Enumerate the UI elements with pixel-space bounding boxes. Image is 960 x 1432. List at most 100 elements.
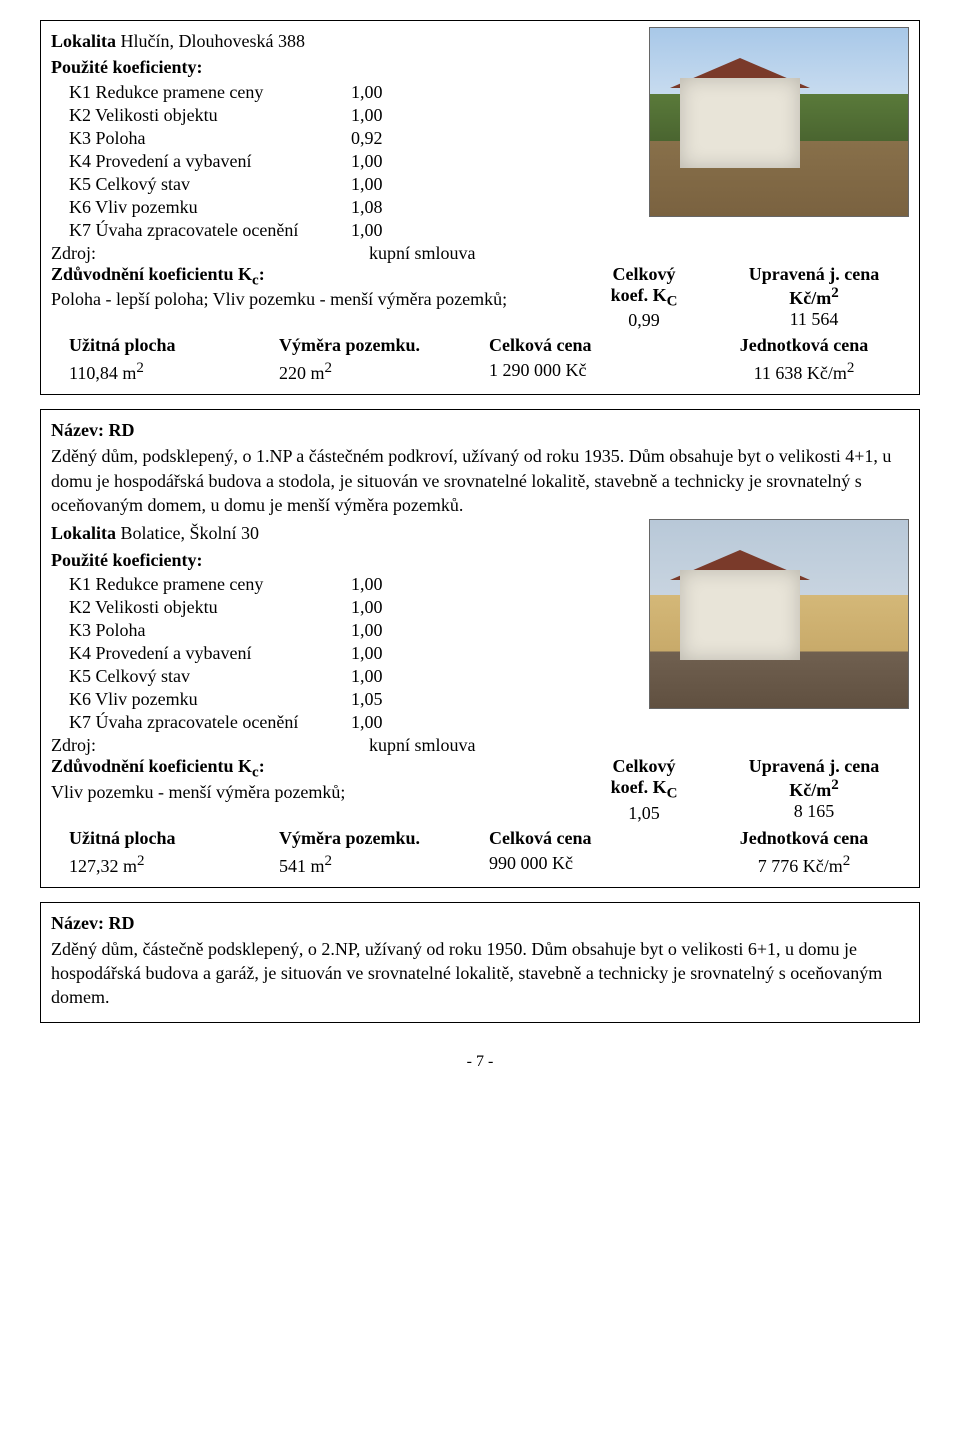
coef-label: K5 Celkový stav bbox=[51, 174, 351, 195]
property-box-3: Název: RD Zděný dům, částečně podsklepen… bbox=[40, 902, 920, 1023]
kcm2-sup: 2 bbox=[831, 777, 839, 793]
celkovy-label: Celkový bbox=[569, 756, 719, 777]
coef-label: K4 Provedení a vybavení bbox=[51, 151, 351, 172]
zduv-row: Zdůvodnění koeficientu Kc: Vliv pozemku … bbox=[51, 756, 909, 824]
zduv-sub: c bbox=[252, 272, 259, 288]
sum-h: Užitná plocha bbox=[51, 335, 279, 356]
upravena-label: Upravená j. cena bbox=[719, 264, 909, 285]
zduv-label: Zdůvodnění koeficientu K bbox=[51, 756, 252, 776]
coef-label: K4 Provedení a vybavení bbox=[51, 643, 351, 664]
coef-label: K6 Vliv pozemku bbox=[51, 689, 351, 710]
zduv-text: Vliv pozemku - menší výměra pozemků; bbox=[51, 782, 569, 803]
coef-val: 1,00 bbox=[351, 666, 471, 687]
coef-val: 1,00 bbox=[351, 151, 471, 172]
sum-sup: 2 bbox=[847, 360, 855, 376]
sum-v: 7 776 Kč/m bbox=[758, 856, 843, 876]
sum-h: Celková cena bbox=[489, 828, 699, 849]
coef-val: 1,00 bbox=[351, 620, 471, 641]
sum-h: Jednotková cena bbox=[699, 335, 909, 356]
coef-val: 1,05 bbox=[351, 689, 471, 710]
koef-kc-label: koef. K bbox=[611, 777, 667, 797]
sum-v: 990 000 Kč bbox=[489, 853, 573, 873]
coef-val: 0,92 bbox=[351, 128, 471, 149]
zdroj-label: Zdroj: bbox=[51, 735, 369, 756]
koef-kc-sub: C bbox=[667, 293, 678, 309]
coef-label: K1 Redukce pramene ceny bbox=[51, 574, 351, 595]
sum-h: Užitná plocha bbox=[51, 828, 279, 849]
summary-header-row: Užitná plocha Výměra pozemku. Celková ce… bbox=[51, 828, 909, 849]
coef-val: 1,00 bbox=[351, 220, 471, 241]
kcm2-label: Kč/m bbox=[789, 288, 831, 308]
sum-v: 541 m bbox=[279, 856, 325, 876]
upravena-val: 11 564 bbox=[719, 309, 909, 330]
sum-v: 11 638 Kč/m bbox=[754, 363, 847, 383]
kcm2-label: Kč/m bbox=[789, 780, 831, 800]
zdroj-value: kupní smlouva bbox=[369, 735, 476, 756]
coef-label: K3 Poloha bbox=[51, 128, 351, 149]
sum-v: 220 m bbox=[279, 363, 325, 383]
description: Zděný dům, částečně podsklepený, o 2.NP,… bbox=[51, 937, 909, 1010]
zduv-label: Zdůvodnění koeficientu K bbox=[51, 264, 252, 284]
coef-label: K5 Celkový stav bbox=[51, 666, 351, 687]
sum-h: Výměra pozemku. bbox=[279, 828, 489, 849]
page-number: - 7 - bbox=[40, 1053, 920, 1071]
coef-val: 1,00 bbox=[351, 82, 471, 103]
sum-sup: 2 bbox=[137, 853, 145, 869]
coef-label: K2 Velikosti objektu bbox=[51, 597, 351, 618]
description: Zděný dům, podsklepený, o 1.NP a částečn… bbox=[51, 444, 909, 517]
property-photo-2 bbox=[649, 519, 909, 709]
koef-header: Použité koeficienty: bbox=[51, 548, 639, 572]
nazev-label: Název: bbox=[51, 913, 104, 933]
summary-value-row: 127,32 m2 541 m2 990 000 Kč 7 776 Kč/m2 bbox=[51, 853, 909, 877]
sum-v: 127,32 m bbox=[69, 856, 137, 876]
coef-val: 1,00 bbox=[351, 712, 471, 733]
celkovy-label: Celkový bbox=[569, 264, 719, 285]
coef-val: 1,08 bbox=[351, 197, 471, 218]
koef-kc-label: koef. K bbox=[611, 285, 667, 305]
sum-sup: 2 bbox=[325, 360, 333, 376]
summary-header-row: Užitná plocha Výměra pozemku. Celková ce… bbox=[51, 335, 909, 356]
lokalita-value: Hlučín, Dlouhoveská 388 bbox=[121, 31, 305, 51]
zduv-text: Poloha - lepší poloha; Vliv pozemku - me… bbox=[51, 289, 569, 310]
coef-val: 1,00 bbox=[351, 105, 471, 126]
zdroj-value: kupní smlouva bbox=[369, 243, 476, 264]
sum-h: Jednotková cena bbox=[699, 828, 909, 849]
koef-val: 1,05 bbox=[569, 803, 719, 824]
coef-label: K6 Vliv pozemku bbox=[51, 197, 351, 218]
zduv-row: Zdůvodnění koeficientu Kc: Poloha - lepš… bbox=[51, 264, 909, 332]
sum-h: Výměra pozemku. bbox=[279, 335, 489, 356]
zdroj-label: Zdroj: bbox=[51, 243, 369, 264]
sum-h: Celková cena bbox=[489, 335, 699, 356]
lokalita-value: Bolatice, Školní 30 bbox=[121, 523, 260, 543]
zduv-sub: c bbox=[252, 765, 259, 781]
coef-label: K7 Úvaha zpracovatele ocenění bbox=[51, 220, 351, 241]
sum-sup: 2 bbox=[136, 360, 144, 376]
property-box-2: Název: RD Zděný dům, podsklepený, o 1.NP… bbox=[40, 409, 920, 887]
zduv-colon: : bbox=[259, 756, 265, 776]
lokalita-label: Lokalita bbox=[51, 523, 116, 543]
koef-val: 0,99 bbox=[569, 310, 719, 331]
coef-block-1: Lokalita Hlučín, Dlouhoveská 388 Použité… bbox=[51, 27, 909, 243]
nazev-label: Název: bbox=[51, 420, 104, 440]
sum-v: 110,84 m bbox=[69, 363, 136, 383]
coef-val: 1,00 bbox=[351, 174, 471, 195]
coef-val: 1,00 bbox=[351, 597, 471, 618]
coef-val: 1,00 bbox=[351, 574, 471, 595]
sum-sup: 2 bbox=[325, 853, 333, 869]
upravena-val: 8 165 bbox=[719, 801, 909, 822]
property-box-1: Lokalita Hlučín, Dlouhoveská 388 Použité… bbox=[40, 20, 920, 395]
kcm2-sup: 2 bbox=[831, 285, 839, 301]
koef-header: Použité koeficienty: bbox=[51, 55, 639, 79]
coef-val: 1,00 bbox=[351, 643, 471, 664]
nazev-value: RD bbox=[108, 913, 134, 933]
zdroj-row: Zdroj: kupní smlouva bbox=[51, 243, 909, 264]
upravena-label: Upravená j. cena bbox=[719, 756, 909, 777]
sum-sup: 2 bbox=[843, 853, 851, 869]
koef-kc-sub: C bbox=[667, 786, 678, 802]
lokalita-label: Lokalita bbox=[51, 31, 116, 51]
summary-value-row: 110,84 m2 220 m2 1 290 000 Kč 11 638 Kč/… bbox=[51, 360, 909, 384]
zduv-colon: : bbox=[259, 264, 265, 284]
sum-v: 1 290 000 Kč bbox=[489, 360, 587, 380]
property-photo-1 bbox=[649, 27, 909, 217]
coef-label: K2 Velikosti objektu bbox=[51, 105, 351, 126]
